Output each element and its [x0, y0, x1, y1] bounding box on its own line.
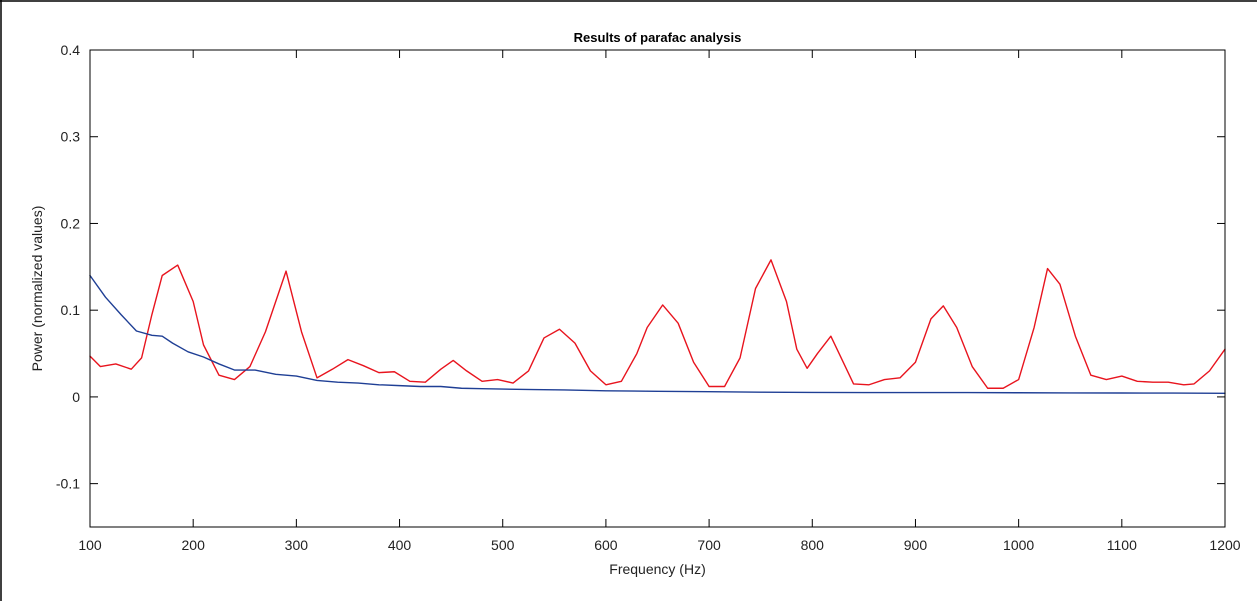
x-tick-label: 600: [594, 537, 618, 553]
y-axis-label: Power (normalized values): [29, 206, 45, 372]
x-tick-label: 1100: [1107, 537, 1137, 553]
y-tick-label: 0.2: [61, 215, 81, 231]
x-tick-label: 500: [491, 537, 515, 553]
x-tick-label: 1200: [1209, 537, 1240, 553]
x-tick-label: 200: [182, 537, 206, 553]
x-tick-label: 700: [697, 537, 721, 553]
x-tick-label: 800: [801, 537, 825, 553]
plot-area: [89, 259, 1226, 394]
ticks: 100 200 300 400 500 600 700 800 900 1000 1100 1200 -…: [56, 42, 1241, 553]
y-tick-label: 0.3: [61, 129, 81, 145]
chart-title: Results of parafac analysis: [574, 30, 742, 45]
axes-box: [89, 49, 1226, 528]
x-axis-label: Frequency (Hz): [609, 561, 705, 577]
x-tick-label: 300: [285, 537, 309, 553]
series-line-2: [89, 274, 1226, 394]
y-tick-label: 0.4: [61, 42, 81, 58]
x-tick-label: 100: [78, 537, 102, 553]
y-tick-label: -0.1: [56, 476, 80, 492]
y-tick-label: 0: [72, 389, 80, 405]
series-line-1: [89, 259, 1226, 389]
x-tick-label: 900: [904, 537, 928, 553]
x-tick-label: 1000: [1003, 537, 1034, 553]
x-tick-label: 400: [388, 537, 412, 553]
y-tick-label: 0.1: [61, 302, 81, 318]
